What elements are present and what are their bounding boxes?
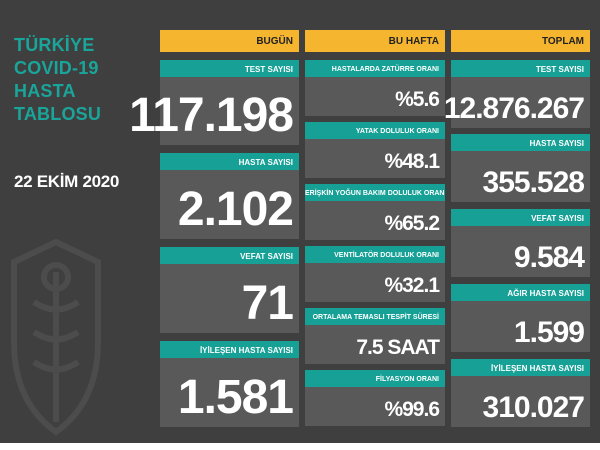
total-recovered-card: İYİLEŞEN HASTA SAYISI 310.027 [451, 359, 590, 427]
total-deaths-value: 9.584 [513, 241, 585, 274]
week-contact-time-label: ORTALAMA TEMASLI TESPİT SÜRESİ [305, 308, 445, 325]
title-line-3: HASTA [14, 81, 76, 101]
week-filiation-value: %99.6 [384, 398, 440, 421]
total-cases-label: HASTA SAYISI [451, 134, 590, 151]
total-deaths-card: VEFAT SAYISI 9.584 [451, 209, 590, 277]
total-deaths-label: VEFAT SAYISI [451, 209, 590, 226]
ministry-emblem-watermark-icon [11, 238, 101, 436]
week-pneumonia-card: HASTALARDA ZATÜRRE ORANI %5.6 [305, 60, 445, 116]
page-title: TÜRKİYE COVID-19 HASTA TABLOSU [14, 34, 101, 126]
week-ventilator-card: VENTİLATÖR DOLULUK ORANI %32.1 [305, 246, 445, 302]
title-line-1: TÜRKİYE [14, 35, 95, 55]
week-contact-time-value: 7.5 SAAT [356, 336, 440, 359]
title-line-2: COVID-19 [14, 58, 99, 78]
today-test-value: 117.198 [129, 89, 294, 142]
today-test-label: TEST SAYISI [160, 60, 299, 77]
total-test-label: TEST SAYISI [451, 60, 590, 77]
week-contact-time-card: ORTALAMA TEMASLI TESPİT SÜRESİ 7.5 SAAT [305, 308, 445, 364]
week-pneumonia-label: HASTALARDA ZATÜRRE ORANI [305, 60, 445, 77]
total-cases-value: 355.528 [482, 166, 585, 199]
today-recovered-card: İYİLEŞEN HASTA SAYISI 1.581 [160, 341, 299, 427]
today-deaths-value: 71 [241, 277, 294, 330]
week-bed-occupancy-value: %48.1 [384, 150, 440, 173]
week-icu-occupancy-label: ERİŞKİN YOĞUN BAKIM DOLULUK ORANI [305, 184, 445, 201]
today-deaths-card: VEFAT SAYISI 71 [160, 247, 299, 333]
week-filiation-label: FİLYASYON ORANI [305, 370, 445, 387]
total-test-value: 12.876.267 [443, 92, 585, 125]
total-cases-card: HASTA SAYISI 355.528 [451, 134, 590, 202]
today-cases-card: HASTA SAYISI 2.102 [160, 153, 299, 239]
week-icu-occupancy-card: ERİŞKİN YOĞUN BAKIM DOLULUK ORANI %65.2 [305, 184, 445, 240]
week-ventilator-label: VENTİLATÖR DOLULUK ORANI [305, 246, 445, 263]
total-critical-label: AĞIR HASTA SAYISI [451, 284, 590, 301]
week-ventilator-value: %32.1 [384, 274, 440, 297]
today-deaths-label: VEFAT SAYISI [160, 247, 299, 264]
week-pneumonia-value: %5.6 [395, 88, 440, 111]
week-filiation-card: FİLYASYON ORANI %99.6 [305, 370, 445, 426]
today-recovered-label: İYİLEŞEN HASTA SAYISI [160, 341, 299, 358]
header-week: BU HAFTA [305, 30, 445, 52]
header-today: BUGÜN [160, 30, 299, 52]
today-cases-label: HASTA SAYISI [160, 153, 299, 170]
week-bed-occupancy-label: YATAK DOLULUK ORANI [305, 122, 445, 139]
week-bed-occupancy-card: YATAK DOLULUK ORANI %48.1 [305, 122, 445, 178]
today-recovered-value: 1.581 [177, 371, 294, 424]
today-cases-value: 2.102 [177, 183, 294, 236]
today-test-card: TEST SAYISI 117.198 [129, 60, 299, 145]
title-line-4: TABLOSU [14, 104, 102, 124]
total-critical-card: AĞIR HASTA SAYISI 1.599 [451, 284, 590, 352]
week-icu-occupancy-value: %65.2 [384, 212, 440, 235]
total-critical-value: 1.599 [513, 316, 585, 349]
total-test-card: TEST SAYISI 12.876.267 [444, 60, 590, 128]
total-recovered-value: 310.027 [482, 391, 585, 424]
header-total: TOPLAM [451, 30, 590, 52]
total-recovered-label: İYİLEŞEN HASTA SAYISI [451, 359, 590, 376]
report-date: 22 EKİM 2020 [14, 172, 120, 191]
